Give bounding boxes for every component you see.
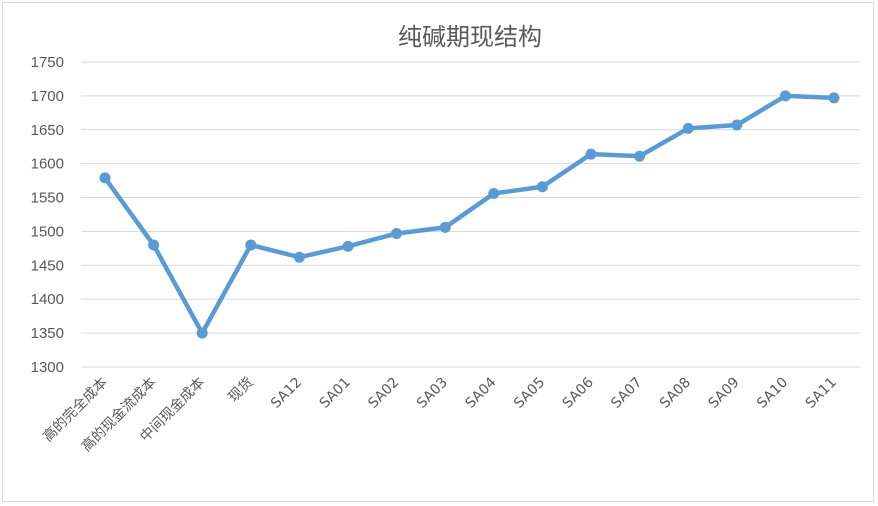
gridlines [81, 61, 860, 368]
data-point [439, 221, 451, 233]
data-point [99, 172, 111, 184]
series-group [99, 90, 840, 339]
data-point [148, 239, 160, 251]
y-axis-ticks: 1300 1350 1400 1450 1500 1550 1600 1650 1700 1750 [31, 54, 64, 376]
data-point [536, 181, 548, 193]
y-tick-label: 1400 [31, 291, 64, 308]
x-tick-label: SA02 [365, 375, 402, 412]
x-tick-label: 现货 [225, 374, 257, 406]
data-point [342, 240, 354, 252]
y-tick-label: 1700 [31, 88, 64, 105]
data-point [391, 227, 403, 239]
data-point [488, 187, 500, 199]
data-point [196, 327, 208, 339]
x-tick-label: SA06 [560, 374, 597, 411]
data-point [245, 239, 257, 251]
data-point [779, 90, 791, 102]
data-point [731, 119, 743, 131]
data-point [634, 150, 646, 162]
x-tick-label: SA01 [317, 375, 354, 412]
data-point [828, 92, 840, 104]
x-tick-label: SA08 [657, 375, 694, 412]
x-tick-label: SA03 [414, 375, 451, 412]
x-tick-label: SA09 [705, 375, 742, 412]
data-point [682, 122, 694, 134]
x-tick-label: SA04 [462, 374, 499, 411]
y-tick-label: 1350 [31, 325, 64, 342]
series-line [102, 93, 837, 336]
x-tick-label: SA11 [803, 375, 840, 412]
y-tick-label: 1600 [31, 156, 64, 173]
y-tick-label: 1500 [31, 223, 64, 240]
x-tick-label: SA05 [511, 375, 548, 412]
y-tick-label: 1550 [31, 190, 64, 207]
y-tick-label: 1450 [31, 257, 64, 274]
y-tick-label: 1750 [31, 54, 64, 71]
x-tick-label: SA07 [608, 375, 645, 412]
y-tick-label: 1300 [31, 359, 64, 376]
data-point [293, 251, 305, 263]
chart-title: 纯碱期现结构 [398, 23, 542, 51]
data-point [585, 148, 597, 160]
x-tick-label: SA10 [754, 375, 791, 412]
x-tick-label: SA12 [268, 375, 305, 412]
y-tick-label: 1650 [31, 122, 64, 139]
